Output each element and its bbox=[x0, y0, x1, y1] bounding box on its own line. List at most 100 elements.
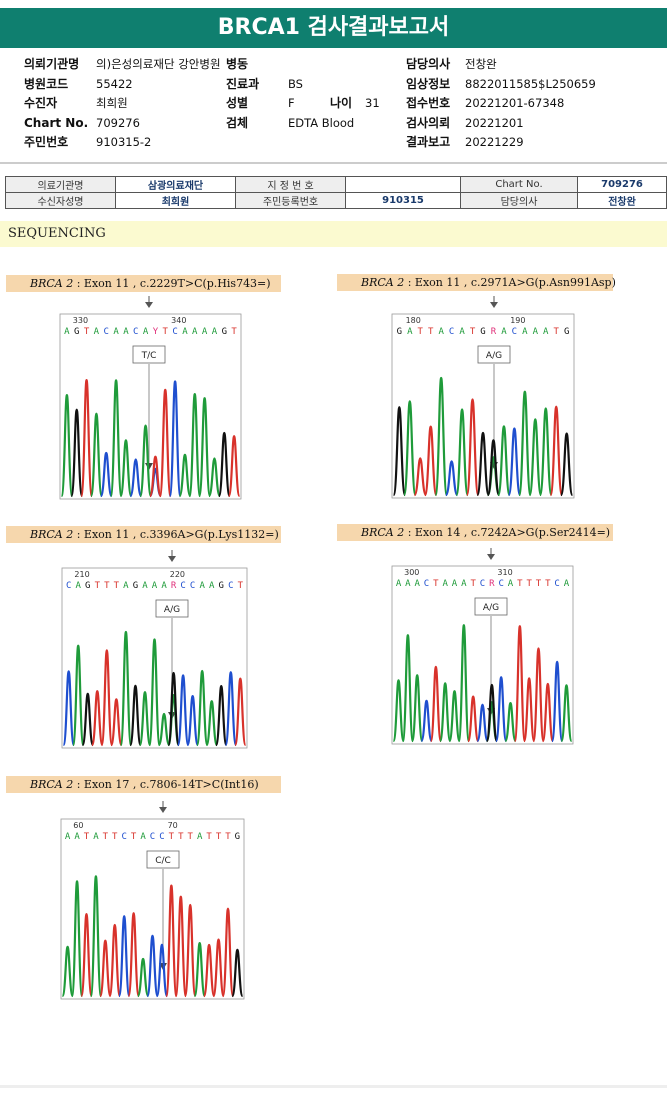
cell-header: 의료기관명 bbox=[5, 176, 116, 193]
base-call: C bbox=[121, 832, 126, 842]
base-call: A bbox=[414, 579, 420, 589]
trace-peak bbox=[522, 677, 536, 743]
base-call: G bbox=[564, 327, 569, 337]
base-call: A bbox=[142, 581, 148, 591]
base-call: G bbox=[133, 581, 138, 591]
base-call: C bbox=[449, 327, 454, 337]
trace-peak bbox=[217, 431, 231, 498]
info-label: 병원코드 bbox=[24, 76, 69, 91]
chromatogram-frame bbox=[391, 565, 574, 745]
info-value: 의)은성의료재단 강안병원 bbox=[96, 57, 221, 71]
trace-peak bbox=[532, 647, 545, 743]
genotype-call: C/C bbox=[155, 856, 171, 866]
base-call: T bbox=[470, 327, 476, 337]
trace-peak bbox=[224, 671, 238, 747]
position-label: 180 bbox=[406, 316, 421, 325]
base-call: T bbox=[216, 832, 222, 842]
base-call: G bbox=[74, 327, 79, 337]
base-call: A bbox=[461, 579, 467, 589]
trace-peak bbox=[538, 407, 553, 497]
base-call: C bbox=[150, 832, 155, 842]
info-value: 709276 bbox=[96, 115, 140, 130]
base-call: A bbox=[197, 832, 203, 842]
gene-name: BRCA 2 bbox=[30, 528, 74, 541]
trace-peak bbox=[60, 394, 74, 498]
trace-peak bbox=[80, 378, 94, 498]
base-call: T bbox=[418, 327, 424, 337]
trace-peak bbox=[227, 435, 241, 498]
trace-peak bbox=[438, 682, 452, 743]
trace-peak bbox=[129, 684, 142, 747]
trace-peak bbox=[70, 408, 84, 498]
variant-desc: : Exon 11 , c.2971A>G(p.Asn991Asp) bbox=[404, 276, 616, 289]
trace-peak bbox=[127, 912, 140, 998]
base-call: T bbox=[103, 832, 109, 842]
position-label: 210 bbox=[74, 570, 89, 579]
trace-peak bbox=[148, 455, 162, 498]
base-call: A bbox=[202, 327, 208, 337]
base-call: T bbox=[95, 581, 101, 591]
trace-peak bbox=[71, 644, 85, 747]
base-call: G bbox=[235, 832, 240, 842]
trace-peak bbox=[81, 692, 95, 747]
position-label: 190 bbox=[510, 316, 525, 325]
info-value: 910315-2 bbox=[96, 135, 152, 149]
info-value: 전창완 bbox=[465, 57, 497, 71]
base-call: A bbox=[533, 327, 539, 337]
base-call: A bbox=[192, 327, 198, 337]
trace-peak bbox=[420, 699, 433, 743]
base-call: C bbox=[66, 581, 71, 591]
info-value: 20221229 bbox=[465, 135, 524, 149]
base-call: T bbox=[536, 579, 542, 589]
genotype-call: A/G bbox=[486, 351, 502, 361]
cell-value: 전창완 bbox=[577, 192, 667, 209]
cell-header: 주민등록번호 bbox=[235, 192, 346, 209]
base-call: A bbox=[123, 581, 129, 591]
summary-table: 의료기관명 삼광의료재단 지 정 번 호 Chart No. 709276 수신… bbox=[5, 176, 667, 209]
info-value: 최희원 bbox=[96, 96, 128, 110]
base-call: R bbox=[489, 579, 495, 589]
trace-peak bbox=[402, 400, 417, 497]
trace-peak bbox=[195, 669, 209, 747]
trace-peak bbox=[476, 431, 490, 497]
trace-peak bbox=[448, 690, 461, 743]
cell-value bbox=[345, 176, 461, 193]
variant-label: BRCA 2 : Exon 14 , c.7242A>G(p.Ser2414=) bbox=[337, 524, 613, 541]
report-title: BRCA1 검사결과보고서 bbox=[0, 8, 667, 48]
trace-peak bbox=[176, 674, 190, 747]
variant-desc: : Exon 11 , c.3396A>G(p.Lys1132=) bbox=[73, 528, 279, 541]
cell-value: 삼광의료재단 bbox=[115, 176, 236, 193]
info-label: 접수번호 bbox=[406, 96, 451, 110]
trace-peak bbox=[465, 398, 480, 497]
base-call: Y bbox=[153, 327, 159, 337]
base-call: A bbox=[459, 327, 465, 337]
base-call: C bbox=[480, 579, 485, 589]
base-call: A bbox=[396, 579, 402, 589]
base-call: G bbox=[480, 327, 485, 337]
base-call: A bbox=[74, 832, 80, 842]
trace-peak bbox=[158, 388, 172, 498]
trace-peak bbox=[560, 684, 573, 743]
trace-peak bbox=[80, 913, 93, 998]
cell-header: Chart No. bbox=[460, 176, 578, 193]
base-call: G bbox=[85, 581, 90, 591]
trace-peak bbox=[89, 412, 103, 498]
chromatogram-frame bbox=[60, 818, 245, 1000]
base-call: T bbox=[517, 579, 523, 589]
variant-desc: : Exon 14 , c.7242A>G(p.Ser2414=) bbox=[404, 526, 611, 539]
trace-peak bbox=[62, 670, 76, 747]
trace-peak bbox=[146, 934, 159, 998]
base-call: A bbox=[65, 832, 71, 842]
trace-peak bbox=[202, 943, 216, 998]
footer-line bbox=[0, 1085, 667, 1088]
info-label: 진료과 bbox=[226, 76, 260, 91]
info-label: 결과보고 bbox=[406, 135, 451, 149]
base-call: A bbox=[508, 579, 514, 589]
info-label: 나이 bbox=[330, 96, 353, 110]
base-call: A bbox=[209, 581, 215, 591]
base-call: C bbox=[554, 579, 559, 589]
base-call: T bbox=[433, 579, 439, 589]
info-label: 주민번호 bbox=[24, 135, 69, 149]
base-call: T bbox=[231, 327, 237, 337]
